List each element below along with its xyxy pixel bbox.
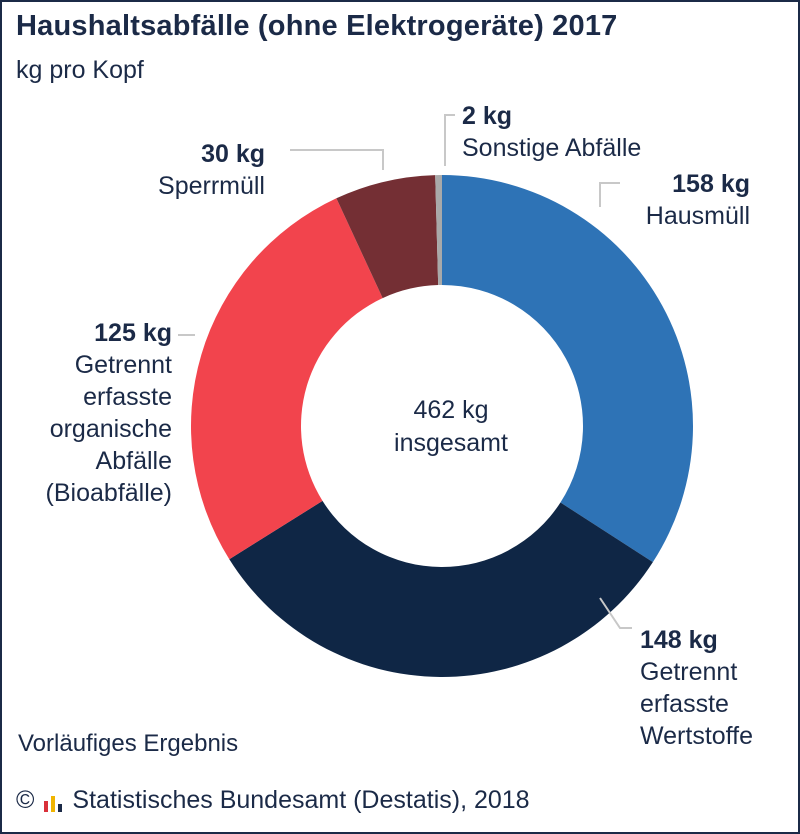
footnote: Vorläufiges Ergebnis bbox=[18, 730, 239, 757]
source-text: Statistisches Bundesamt (Destatis), 2018 bbox=[72, 786, 530, 814]
destatis-logo-icon bbox=[44, 795, 63, 812]
leader-lines bbox=[178, 114, 632, 629]
slice-value-label-1: 148 kg bbox=[640, 626, 718, 654]
slice-name-label-1-0: Getrennt bbox=[640, 658, 737, 686]
slice-name-label-4-0: Sonstige Abfälle bbox=[462, 134, 641, 162]
slice-labels: 158 kg Hausmüll 148 kg Getrennt erfasste Wert… bbox=[46, 102, 753, 750]
slice-0 bbox=[442, 175, 693, 563]
center-label: 462 kg insgesamt bbox=[394, 396, 508, 457]
slice-name-label-2-0: Getrennt bbox=[75, 351, 172, 379]
leader-line-4 bbox=[444, 114, 455, 166]
slice-name-label-3-0: Sperrmüll bbox=[158, 172, 265, 200]
slice-1 bbox=[229, 500, 653, 678]
slice-value-label-0: 158 kg bbox=[672, 170, 750, 198]
slice-2 bbox=[190, 198, 383, 560]
leader-line-1 bbox=[599, 597, 632, 629]
chart-title: Haushaltsabfälle (ohne Elektrogeräte) 20… bbox=[16, 10, 618, 42]
copyright-symbol: © bbox=[16, 786, 35, 814]
slice-3 bbox=[336, 175, 439, 299]
slice-name-label-0-0: Hausmüll bbox=[646, 202, 750, 230]
center-label-value: 462 kg bbox=[413, 396, 488, 424]
slice-name-label-2-3: Abfälle bbox=[96, 447, 172, 475]
slice-name-label-2-1: erfasste bbox=[83, 383, 172, 411]
slice-name-label-2-2: organische bbox=[50, 415, 172, 443]
slice-4 bbox=[435, 175, 442, 286]
chart-subtitle: kg pro Kopf bbox=[16, 56, 144, 84]
leader-line-0 bbox=[599, 182, 620, 207]
slice-value-label-2: 125 kg bbox=[94, 319, 172, 347]
slice-value-label-3: 30 kg bbox=[201, 140, 265, 168]
leader-line-3 bbox=[290, 149, 384, 170]
slice-value-label-4: 2 kg bbox=[462, 102, 512, 130]
slice-name-label-1-1: erfasste bbox=[640, 690, 729, 718]
slice-name-label-1-2: Wertstoffe bbox=[640, 722, 753, 750]
center-label-caption: insgesamt bbox=[394, 429, 508, 457]
donut-slices bbox=[190, 175, 693, 678]
slice-name-label-2-4: (Bioabfälle) bbox=[46, 479, 172, 507]
source-line: © Statistisches Bundesamt (Destatis), 20… bbox=[16, 786, 530, 815]
